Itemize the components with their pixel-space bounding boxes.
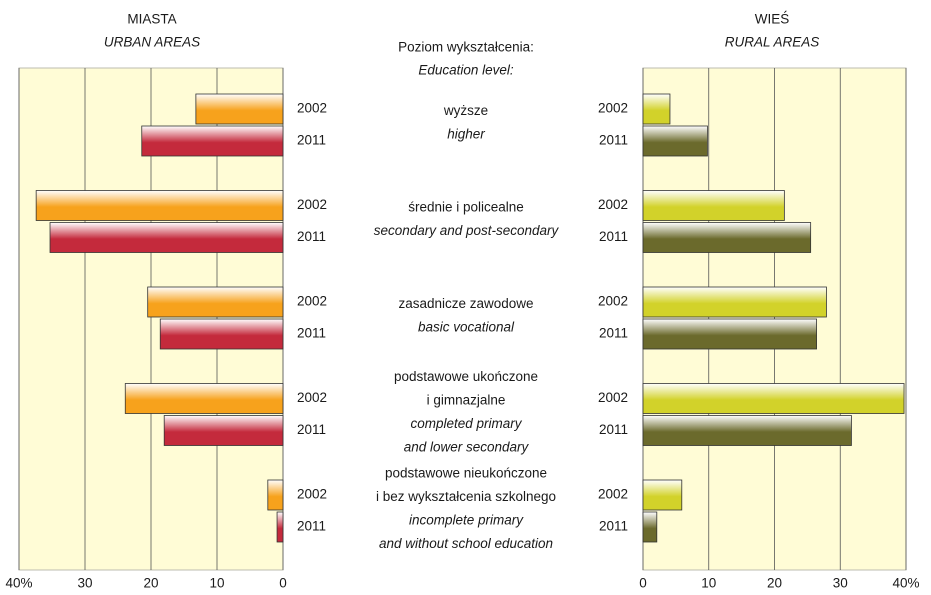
x-tick-label: 0 — [639, 576, 647, 591]
bar — [147, 286, 284, 318]
year-label: 2011 — [297, 133, 326, 148]
bar — [276, 511, 284, 543]
category-label-en: and without school education — [379, 536, 553, 551]
x-tick-label: 20 — [767, 576, 782, 591]
year-label: 2011 — [599, 326, 628, 341]
category-label-pl: średnie i policealne — [408, 199, 524, 214]
bar — [642, 286, 827, 318]
year-label: 2002 — [297, 390, 327, 405]
year-label: 2002 — [598, 101, 628, 116]
bar — [124, 383, 284, 414]
bar — [642, 222, 812, 253]
bar — [49, 222, 284, 253]
x-tick-label: 40% — [5, 576, 32, 591]
bar — [642, 479, 683, 511]
year-label: 2002 — [598, 390, 628, 405]
bar — [642, 383, 905, 414]
category-axis-title: Poziom wykształcenia: — [398, 40, 534, 55]
year-label: 2011 — [599, 519, 628, 534]
bar — [163, 415, 284, 446]
year-label: 2011 — [297, 519, 326, 534]
bar — [642, 190, 785, 221]
year-label: 2002 — [598, 487, 628, 502]
year-label: 2002 — [297, 197, 327, 212]
category-label-en: completed primary — [410, 416, 522, 431]
category-label-pl: i gimnazjalne — [427, 392, 506, 407]
year-label: 2011 — [297, 326, 326, 341]
year-label: 2002 — [598, 294, 628, 309]
bar — [267, 479, 284, 511]
left-title: MIASTA — [127, 12, 176, 27]
category-label-pl: wyższe — [443, 103, 488, 118]
x-tick-label: 20 — [143, 576, 158, 591]
bar — [141, 125, 284, 157]
category-label-en: and lower secondary — [404, 439, 530, 454]
bar — [642, 93, 671, 125]
bar — [642, 125, 708, 157]
x-tick-label: 40% — [892, 576, 919, 591]
bar — [642, 318, 817, 350]
x-tick-label: 30 — [833, 576, 848, 591]
year-label: 2002 — [297, 487, 327, 502]
year-label: 2002 — [598, 197, 628, 212]
year-label: 2011 — [297, 422, 326, 437]
category-label-en: secondary and post-secondary — [374, 223, 560, 238]
bar — [159, 318, 284, 350]
right-subtitle: RURAL AREAS — [725, 35, 820, 50]
left-subtitle: URBAN AREAS — [104, 35, 200, 50]
year-label: 2011 — [599, 133, 628, 148]
category-label-en: higher — [447, 126, 485, 141]
category-label-pl: i bez wykształcenia szkolnego — [376, 489, 556, 504]
bar — [642, 511, 658, 543]
category-label-en: incomplete primary — [409, 512, 524, 527]
category-label-pl: zasadnicze zawodowe — [398, 296, 533, 311]
bar — [35, 190, 284, 221]
bar — [642, 415, 852, 446]
x-tick-label: 10 — [209, 576, 224, 591]
category-axis-subtitle: Education level: — [418, 63, 514, 78]
year-label: 2002 — [297, 294, 327, 309]
category-label-pl: podstawowe nieukończone — [385, 465, 547, 480]
x-tick-label: 30 — [77, 576, 92, 591]
x-tick-label: 0 — [279, 576, 287, 591]
bar — [195, 93, 284, 125]
x-tick-label: 10 — [701, 576, 716, 591]
right-title: WIEŚ — [755, 12, 790, 27]
year-label: 2011 — [297, 229, 326, 244]
year-label: 2011 — [599, 422, 628, 437]
year-label: 2011 — [599, 229, 628, 244]
category-label-pl: podstawowe ukończone — [394, 369, 538, 384]
category-label-en: basic vocational — [418, 319, 515, 334]
year-label: 2002 — [297, 101, 327, 116]
